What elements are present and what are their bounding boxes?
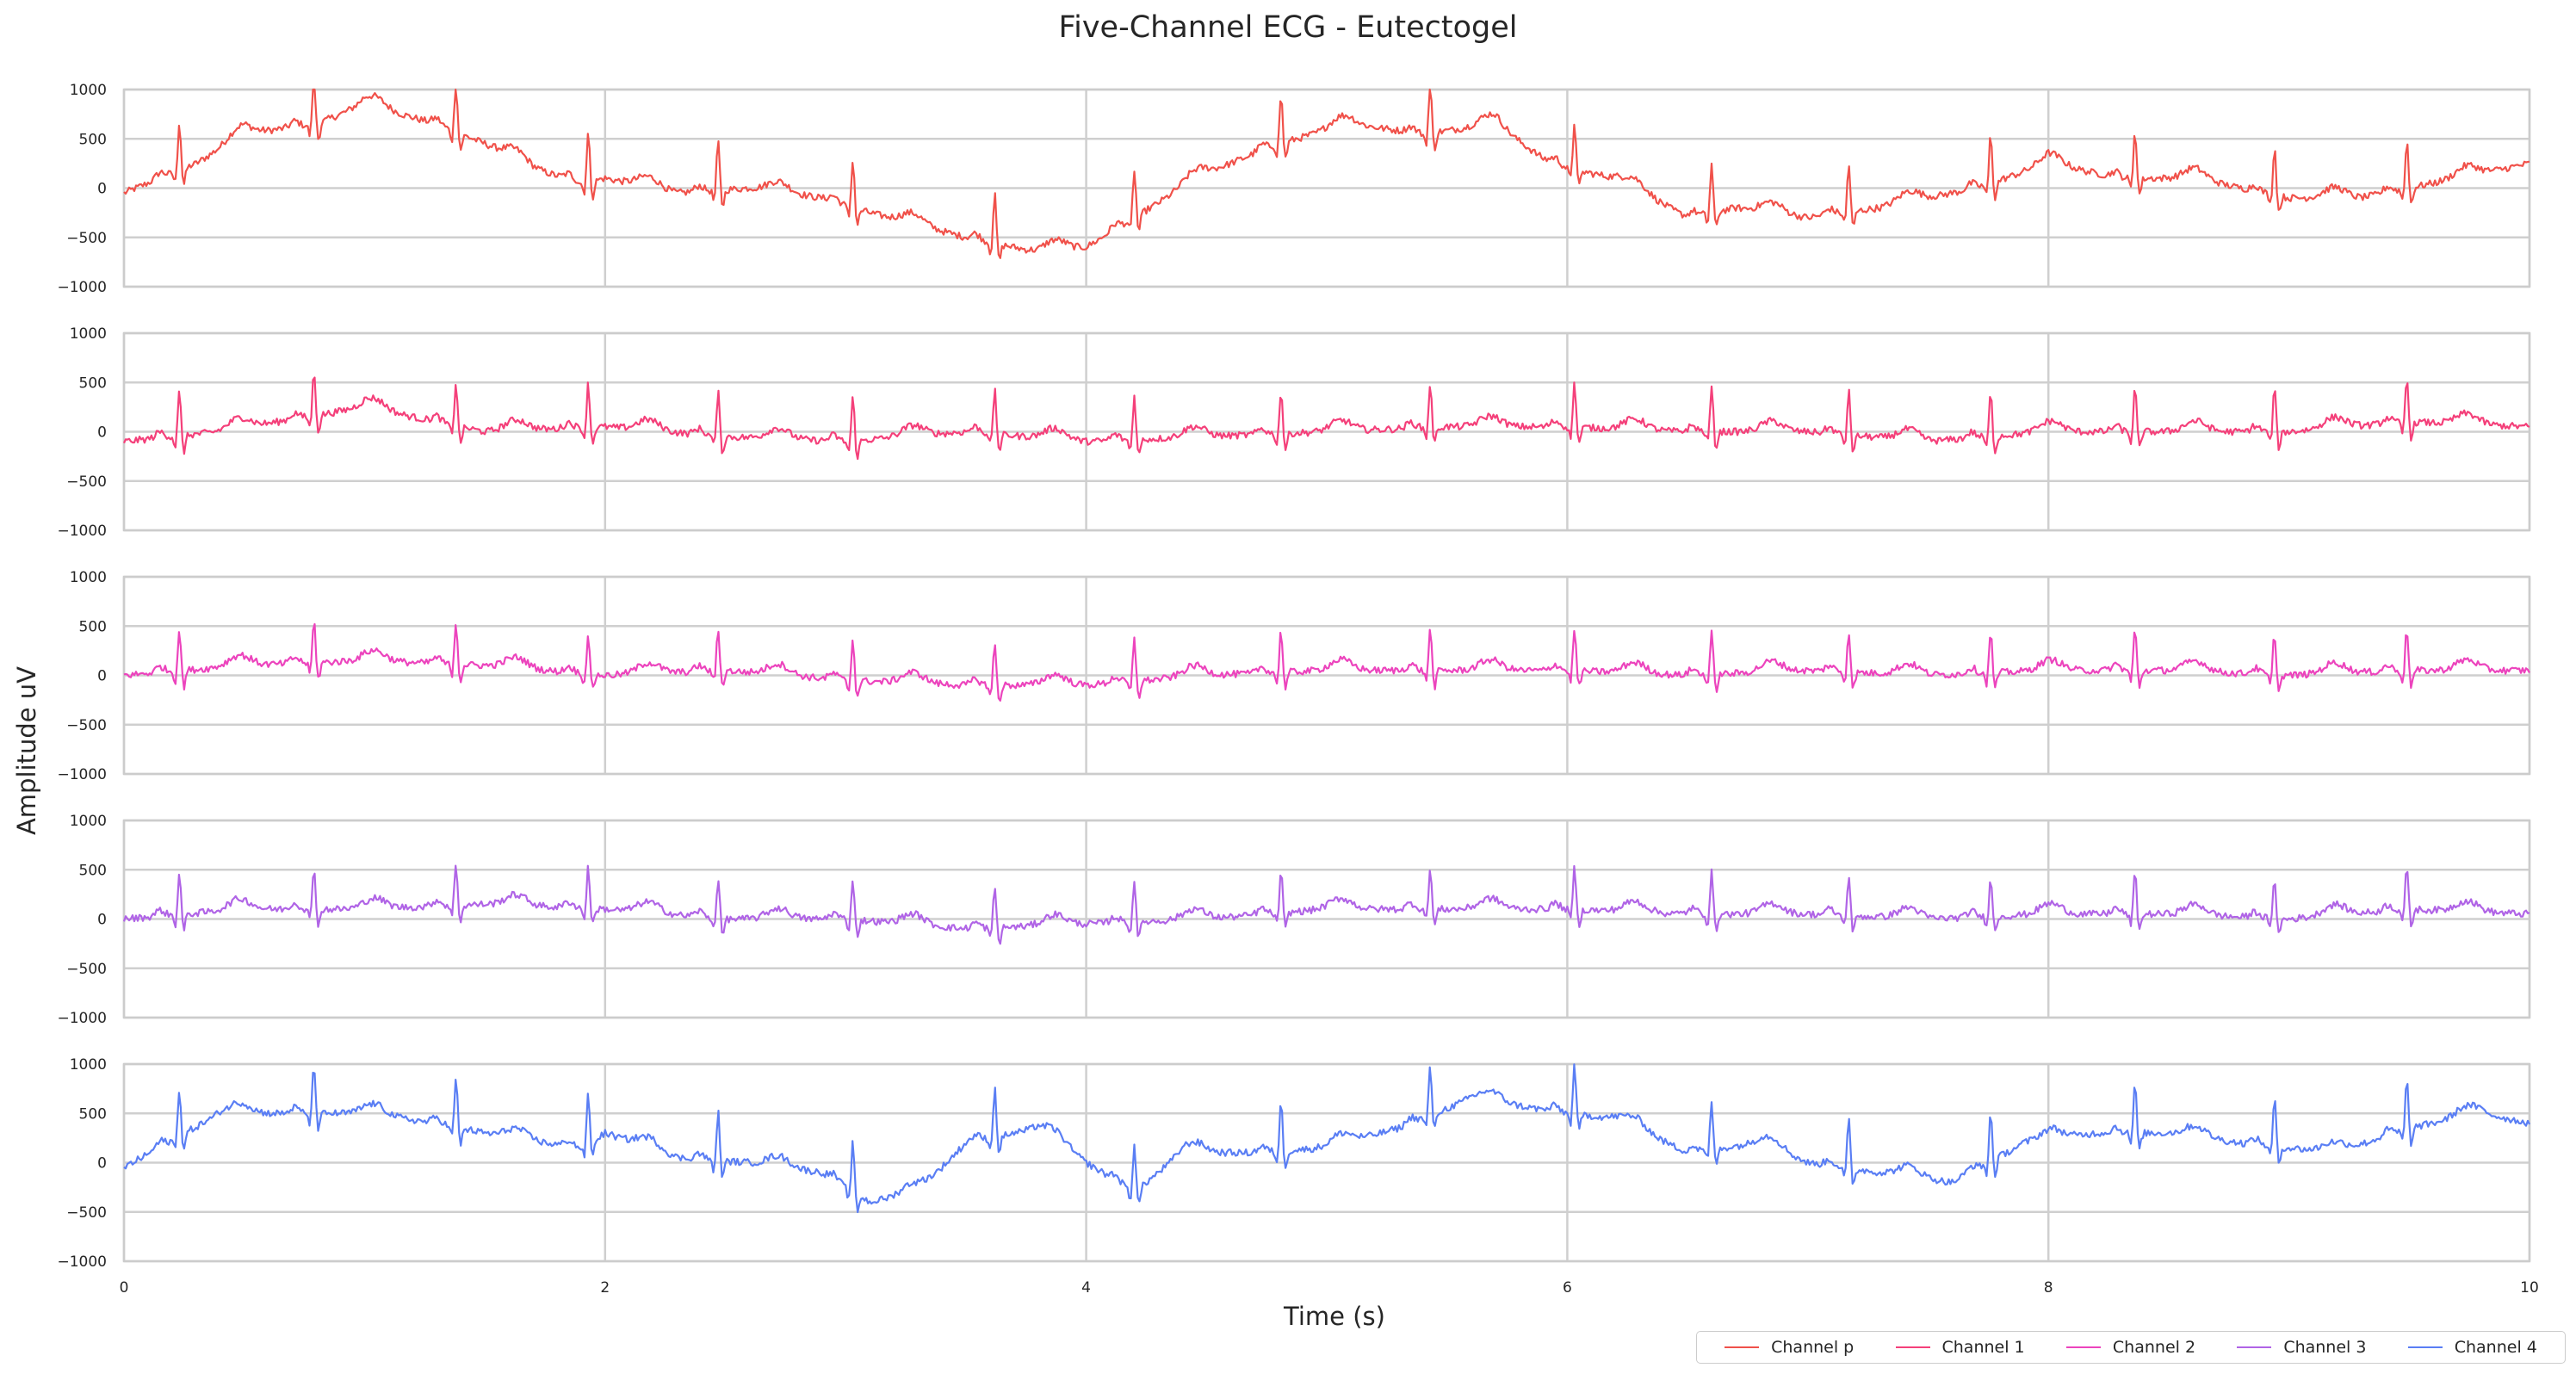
panel-channel-4: 1000 500 0 −500 −1000 — [57, 1056, 2531, 1271]
panel-channel-p: 1000 500 0 −500 −1000 — [57, 82, 2531, 296]
y-tick-label: 0 — [97, 1155, 107, 1173]
legend-swatch-channel-1 — [1895, 1346, 1930, 1349]
y-tick-label: −500 — [66, 1204, 107, 1222]
legend: Channel p Channel 1 Channel 2 Channel 3 … — [1696, 1331, 2566, 1364]
panel-channel-1: 1000 500 0 −500 −1000 — [57, 325, 2531, 540]
panel-frame — [122, 1062, 2531, 1263]
panel-channel-2: 1000 500 0 −500 −1000 — [57, 569, 2531, 783]
legend-swatch-channel-p — [1725, 1346, 1760, 1349]
y-tick-label: −1000 — [57, 1253, 107, 1271]
y-tick-label: −1000 — [57, 523, 107, 540]
y-tick-label: 1000 — [70, 325, 107, 343]
legend-swatch-channel-3 — [2237, 1346, 2272, 1349]
legend-item: Channel 2 — [2065, 1338, 2196, 1357]
legend-label: Channel 2 — [2112, 1338, 2196, 1357]
y-tick-label: 1000 — [70, 813, 107, 830]
y-tick-label: 500 — [79, 618, 107, 635]
y-tick-label: −500 — [66, 961, 107, 978]
x-tick-label: 10 — [2520, 1279, 2539, 1297]
legend-item: Channel 4 — [2407, 1338, 2537, 1357]
y-tick-label: 500 — [79, 374, 107, 392]
panel-frame — [122, 575, 2531, 776]
x-tick-label: 2 — [600, 1279, 610, 1297]
y-tick-label: 0 — [97, 668, 107, 685]
chart-title: Five-Channel ECG - Eutectogel — [1058, 10, 1518, 45]
panel-frame — [122, 88, 2531, 288]
y-tick-label: 1000 — [70, 82, 107, 99]
legend-item: Channel 3 — [2237, 1338, 2366, 1357]
x-tick-label: 4 — [1081, 1279, 1091, 1297]
y-tick-label: 500 — [79, 1105, 107, 1123]
x-tick-label: 6 — [1563, 1279, 1572, 1297]
legend-label: Channel p — [1771, 1338, 1855, 1357]
y-tick-label: 0 — [97, 424, 107, 442]
y-tick-label: −500 — [66, 473, 107, 491]
series-line — [122, 864, 2530, 945]
legend-item: Channel 1 — [1895, 1338, 2025, 1357]
y-tick-label: 1000 — [70, 569, 107, 586]
y-tick-label: −500 — [66, 230, 107, 247]
y-tick-label: 1000 — [70, 1056, 107, 1074]
y-tick-label: 0 — [97, 181, 107, 198]
legend-swatch-channel-2 — [2065, 1346, 2101, 1349]
legend-label: Channel 1 — [1941, 1338, 2025, 1357]
panel-channel-3: 1000 500 0 −500 −1000 — [57, 813, 2531, 1027]
y-tick-label: −1000 — [57, 1010, 107, 1027]
x-tick-label: 0 — [120, 1279, 129, 1297]
y-tick-label: 0 — [97, 912, 107, 929]
legend-label: Channel 3 — [2283, 1338, 2367, 1357]
x-tick-label: 8 — [2044, 1279, 2053, 1297]
panel-frame — [122, 331, 2531, 532]
y-tick-label: −1000 — [57, 279, 107, 296]
x-axis-label: Time (s) — [1284, 1302, 1385, 1331]
legend-label: Channel 4 — [2454, 1338, 2537, 1357]
series-line — [123, 376, 2530, 461]
legend-item: Channel p — [1725, 1338, 1854, 1357]
series-line — [123, 88, 2530, 259]
legend-swatch-channel-4 — [2407, 1346, 2443, 1349]
series-line — [123, 622, 2530, 702]
y-tick-label: −500 — [66, 717, 107, 734]
series-line — [123, 1063, 2530, 1214]
y-tick-label: 500 — [79, 862, 107, 879]
y-tick-label: 500 — [79, 131, 107, 148]
y-tick-label: −1000 — [57, 766, 107, 783]
